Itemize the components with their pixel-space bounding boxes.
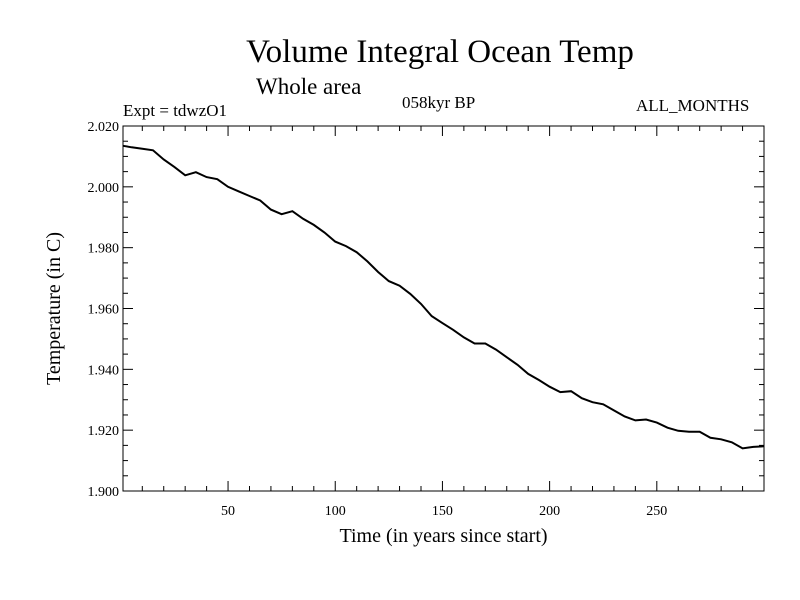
y-tick-label: 2.000 [88, 181, 120, 196]
months-label: ALL_MONTHS [636, 96, 750, 115]
x-tick-label: 150 [432, 504, 453, 519]
tick-labels: 50 100 150 200 250 1.900 1.920 1.940 1.960 1.980 2… [88, 120, 668, 519]
plot-frame [122, 125, 765, 492]
chart-title: Volume Integral Ocean Temp [246, 34, 634, 70]
x-tick-label: 200 [539, 504, 560, 519]
x-tick-label: 250 [646, 504, 667, 519]
chart-subtitle: Whole area [256, 74, 362, 99]
y-axis-label: Temperature (in C) [43, 232, 65, 385]
temperature-series-line [122, 144, 765, 450]
y-tick-label: 1.920 [88, 424, 120, 439]
y-tick-label: 1.900 [88, 485, 120, 500]
experiment-label: Expt = tdwzO1 [123, 101, 228, 120]
x-axis-label: Time (in years since start) [339, 525, 547, 547]
axis-ticks [123, 125, 764, 492]
y-tick-label: 1.960 [88, 303, 120, 318]
period-label: 058kyr BP [402, 93, 476, 112]
y-tick-label: 1.980 [88, 242, 120, 257]
x-tick-label: 100 [325, 504, 346, 519]
y-tick-label: 1.940 [88, 363, 120, 378]
y-tick-label: 2.020 [88, 120, 120, 135]
x-tick-label: 50 [221, 504, 235, 519]
